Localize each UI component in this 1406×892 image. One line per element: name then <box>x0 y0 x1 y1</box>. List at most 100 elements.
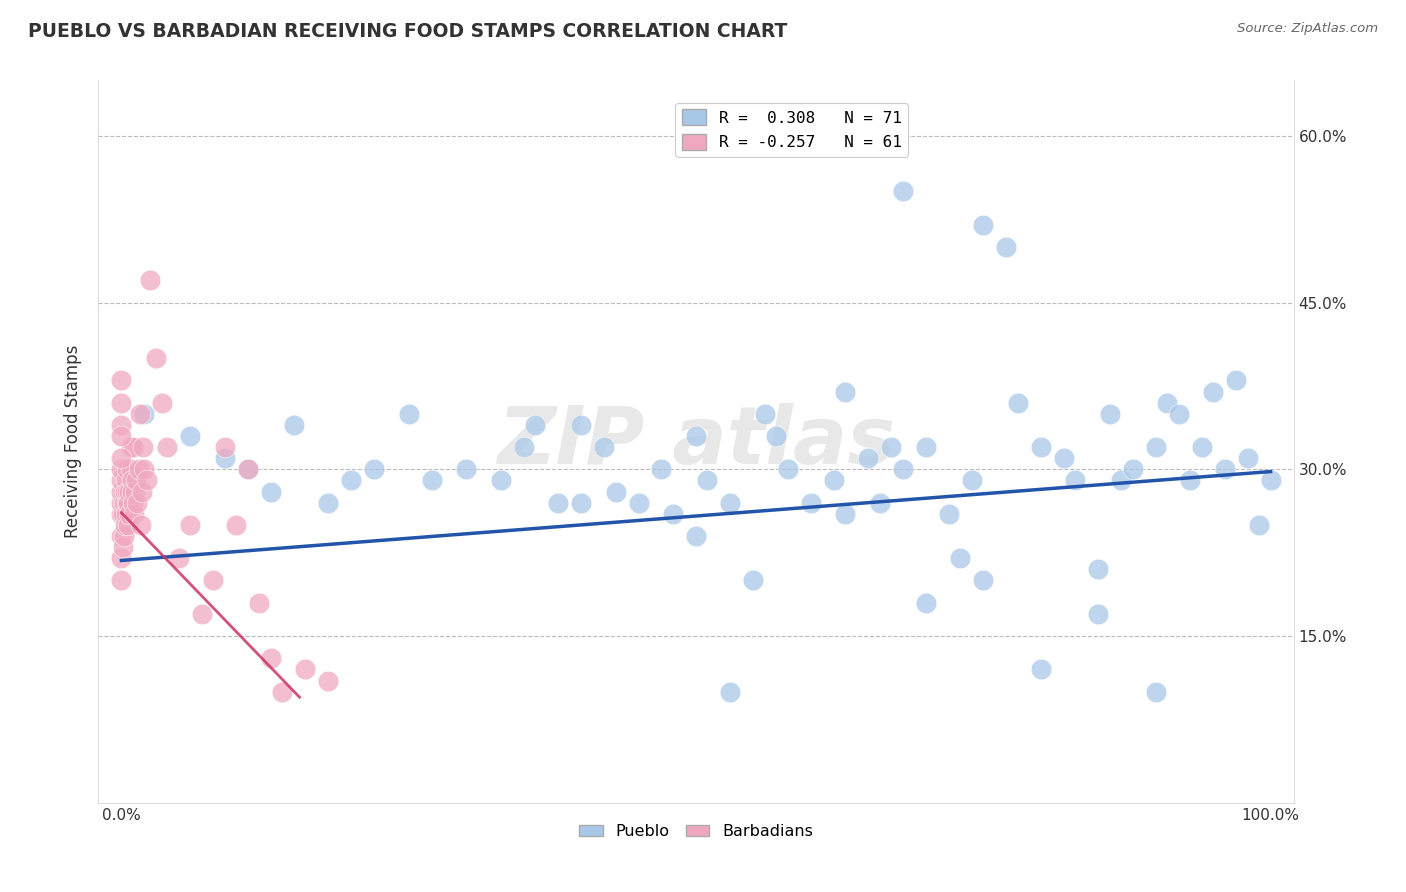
Point <box>156 440 179 454</box>
Point <box>1007 395 1029 409</box>
Point <box>214 440 236 454</box>
Point <box>800 496 823 510</box>
Point <box>191 607 214 621</box>
Point <box>569 496 592 510</box>
Point <box>236 462 259 476</box>
Point <box>316 496 339 510</box>
Point <box>115 507 138 521</box>
Point <box>720 684 742 698</box>
Point <box>316 673 339 688</box>
Point <box>271 684 294 698</box>
Point <box>1064 474 1087 488</box>
Point <box>512 440 534 454</box>
Point <box>547 496 569 510</box>
Point <box>260 484 283 499</box>
Point <box>834 384 856 399</box>
Point <box>139 273 162 287</box>
Point <box>128 407 150 421</box>
Point <box>1247 517 1270 532</box>
Point <box>627 496 650 510</box>
Point <box>115 462 138 476</box>
Point <box>605 484 627 499</box>
Point <box>122 496 145 510</box>
Point <box>1225 373 1247 387</box>
Point <box>128 462 150 476</box>
Point <box>260 651 283 665</box>
Point <box>398 407 420 421</box>
Point <box>124 484 146 499</box>
Point <box>110 551 132 566</box>
Point <box>1087 607 1109 621</box>
Point <box>1053 451 1076 466</box>
Point <box>938 507 960 521</box>
Point <box>132 440 155 454</box>
Text: Source: ZipAtlas.com: Source: ZipAtlas.com <box>1237 22 1378 36</box>
Point <box>110 574 132 588</box>
Point <box>891 185 914 199</box>
Text: PUEBLO VS BARBADIAN RECEIVING FOOD STAMPS CORRELATION CHART: PUEBLO VS BARBADIAN RECEIVING FOOD STAMP… <box>28 22 787 41</box>
Point <box>858 451 880 466</box>
Point <box>1202 384 1225 399</box>
Point <box>283 417 305 432</box>
Point <box>111 540 134 554</box>
Point <box>685 429 707 443</box>
Point <box>179 517 201 532</box>
Point <box>134 462 156 476</box>
Point <box>880 440 903 454</box>
Point <box>1144 440 1167 454</box>
Point <box>696 474 718 488</box>
Point <box>742 574 765 588</box>
Point <box>118 507 141 521</box>
Point <box>1029 662 1052 676</box>
Point <box>110 507 132 521</box>
Point <box>202 574 225 588</box>
Point <box>593 440 616 454</box>
Point <box>1144 684 1167 698</box>
Point <box>524 417 547 432</box>
Point <box>891 462 914 476</box>
Point <box>134 407 156 421</box>
Point <box>995 240 1018 254</box>
Point <box>569 417 592 432</box>
Point <box>110 484 132 499</box>
Point <box>650 462 672 476</box>
Point <box>1191 440 1213 454</box>
Point <box>110 429 132 443</box>
Point <box>115 474 138 488</box>
Point <box>685 529 707 543</box>
Point <box>131 484 153 499</box>
Point <box>121 474 143 488</box>
Point <box>1236 451 1258 466</box>
Point <box>112 529 135 543</box>
Point <box>110 496 132 510</box>
Point <box>110 417 132 432</box>
Point <box>1260 474 1282 488</box>
Point <box>121 484 143 499</box>
Point <box>1109 474 1132 488</box>
Point <box>823 474 845 488</box>
Point <box>117 496 139 510</box>
Point <box>125 474 148 488</box>
Point <box>111 507 134 521</box>
Point <box>247 596 270 610</box>
Point <box>294 662 316 676</box>
Point <box>129 517 152 532</box>
Point <box>114 484 136 499</box>
Point <box>117 517 139 532</box>
Point <box>1167 407 1189 421</box>
Point <box>949 551 972 566</box>
Point <box>960 474 983 488</box>
Point <box>236 462 259 476</box>
Point <box>914 440 936 454</box>
Point <box>340 474 363 488</box>
Point <box>1087 562 1109 576</box>
Point <box>972 218 994 232</box>
Point <box>120 462 142 476</box>
Y-axis label: Receiving Food Stamps: Receiving Food Stamps <box>65 345 83 538</box>
Point <box>765 429 787 443</box>
Point <box>114 517 136 532</box>
Point <box>489 474 512 488</box>
Point <box>145 351 167 366</box>
Point <box>127 496 149 510</box>
Point <box>115 484 138 499</box>
